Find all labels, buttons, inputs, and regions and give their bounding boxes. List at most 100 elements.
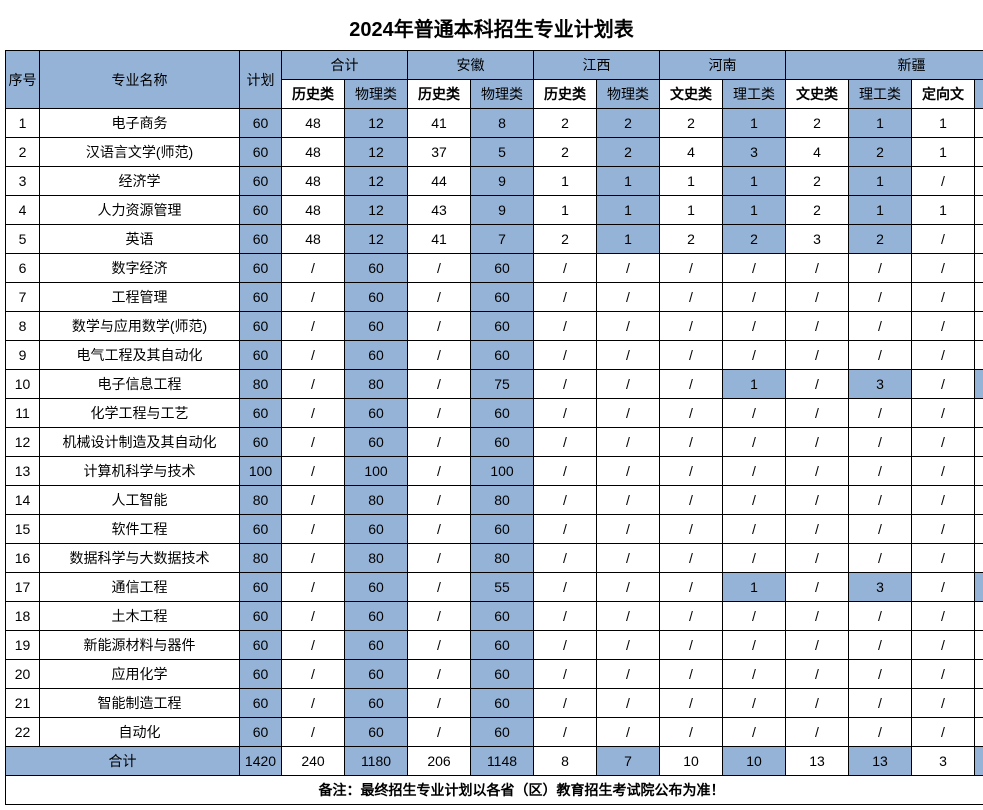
cell-xj_a: / [786, 660, 849, 689]
cell-ah_p: 80 [471, 486, 534, 515]
cell-total_p: 80 [345, 486, 408, 515]
cell-hn_a: 2 [660, 225, 723, 254]
cell-xj_os: / [975, 689, 983, 718]
cell-xj_oa: / [912, 573, 975, 602]
cell-total_p: 12 [345, 138, 408, 167]
cell-total_h: / [282, 254, 345, 283]
cell-total_p: 60 [345, 515, 408, 544]
cell-ah_h: / [408, 631, 471, 660]
cell-hn_s: / [723, 428, 786, 457]
cell-hn_a: / [660, 573, 723, 602]
cell-ah_p: 60 [471, 254, 534, 283]
cell-xj_a: / [786, 544, 849, 573]
cell-xj_a: / [786, 515, 849, 544]
table-row: 17通信工程60/60/55///1/3/1 [6, 573, 983, 602]
cell-seq: 12 [6, 428, 40, 457]
cell-total_p: 60 [345, 631, 408, 660]
cell-jx_h: / [534, 515, 597, 544]
cell-xj_s: / [849, 660, 912, 689]
cell-name: 自动化 [40, 718, 240, 747]
cell-plan: 60 [240, 660, 282, 689]
cell-hn_s: 1 [723, 370, 786, 399]
cell-plan: 60 [240, 254, 282, 283]
cell-total_h: / [282, 457, 345, 486]
cell-seq: 14 [6, 486, 40, 515]
cell-xj_os: / [975, 138, 983, 167]
cell-total_p: 80 [345, 370, 408, 399]
cell-total_h: / [282, 370, 345, 399]
header-ah-physics: 物理类 [471, 80, 534, 109]
cell-hn_s: / [723, 486, 786, 515]
cell-xj_a: / [786, 341, 849, 370]
cell-ah_h: / [408, 602, 471, 631]
cell-hn_s: / [723, 602, 786, 631]
cell-xj_a: / [786, 573, 849, 602]
cell-plan: 60 [240, 428, 282, 457]
cell-xj_s: 3 [849, 370, 912, 399]
cell-jx_p: / [597, 457, 660, 486]
cell-ah_p: 9 [471, 196, 534, 225]
cell-seq: 17 [6, 573, 40, 602]
cell-seq: 9 [6, 341, 40, 370]
cell-xj_oa: 1 [912, 138, 975, 167]
cell-ah_h: / [408, 399, 471, 428]
cell-xj_s: / [849, 312, 912, 341]
cell-ah_p: 60 [471, 660, 534, 689]
cell-xj_os: / [975, 341, 983, 370]
enrollment-plan-table: 序号 专业名称 计划 合计 安徽 江西 河南 新疆 历史类 物理类 历史类 物理… [5, 50, 983, 805]
header-anhui: 安徽 [408, 51, 534, 80]
cell-total_h: / [282, 515, 345, 544]
cell-xj_os: / [975, 254, 983, 283]
cell-plan: 60 [240, 631, 282, 660]
cell-xj_s: / [849, 428, 912, 457]
cell-ah_h: / [408, 428, 471, 457]
cell-xj_oa: / [912, 283, 975, 312]
cell-hn_s: 3 [723, 138, 786, 167]
table-row: 20应用化学60/60/60//////// [6, 660, 983, 689]
cell-total_h: / [282, 312, 345, 341]
cell-xj_a: / [786, 254, 849, 283]
cell-xj_s: / [849, 486, 912, 515]
cell-ah_p: 75 [471, 370, 534, 399]
cell-plan: 60 [240, 341, 282, 370]
cell-total_h: / [282, 399, 345, 428]
cell-xj_s: / [849, 718, 912, 747]
header-henan: 河南 [660, 51, 786, 80]
cell-xj_a: 4 [786, 138, 849, 167]
cell-jx_h: / [534, 631, 597, 660]
header-total: 合计 [282, 51, 408, 80]
cell-hn_a: 1 [660, 167, 723, 196]
cell-xj_os: / [975, 515, 983, 544]
cell-total_p: 12 [345, 109, 408, 138]
cell-name: 土木工程 [40, 602, 240, 631]
cell-xj_os: / [975, 718, 983, 747]
cell-plan: 60 [240, 602, 282, 631]
table-row: 15软件工程60/60/60//////// [6, 515, 983, 544]
cell-ah_h: / [408, 283, 471, 312]
table-row: 18土木工程60/60/60//////// [6, 602, 983, 631]
cell-total_h: / [282, 544, 345, 573]
cell-jx_p: / [597, 631, 660, 660]
cell-hn_s: / [723, 254, 786, 283]
cell-ah_p: 60 [471, 689, 534, 718]
cell-xj_oa: / [912, 341, 975, 370]
cell-ah_h: 41 [408, 225, 471, 254]
cell-ah_p: 100 [471, 457, 534, 486]
header-hn-arts: 文史类 [660, 80, 723, 109]
cell-xj_os: / [975, 486, 983, 515]
cell-ah_h: / [408, 689, 471, 718]
cell-total_p: 60 [345, 718, 408, 747]
cell-jx_p: / [597, 312, 660, 341]
cell-hn_s: / [723, 341, 786, 370]
cell-xj_a: / [786, 283, 849, 312]
cell-total_p: 12 [345, 196, 408, 225]
cell-xj_a: / [786, 602, 849, 631]
cell-xj_oa: / [912, 718, 975, 747]
cell-total_h: / [282, 341, 345, 370]
table-row: 8数学与应用数学(师范)60/60/60//////// [6, 312, 983, 341]
table-row: 5英语604812417212232// [6, 225, 983, 254]
totals-jx-h: 8 [534, 747, 597, 776]
cell-plan: 80 [240, 370, 282, 399]
cell-xj_s: 1 [849, 109, 912, 138]
cell-total_h: / [282, 486, 345, 515]
